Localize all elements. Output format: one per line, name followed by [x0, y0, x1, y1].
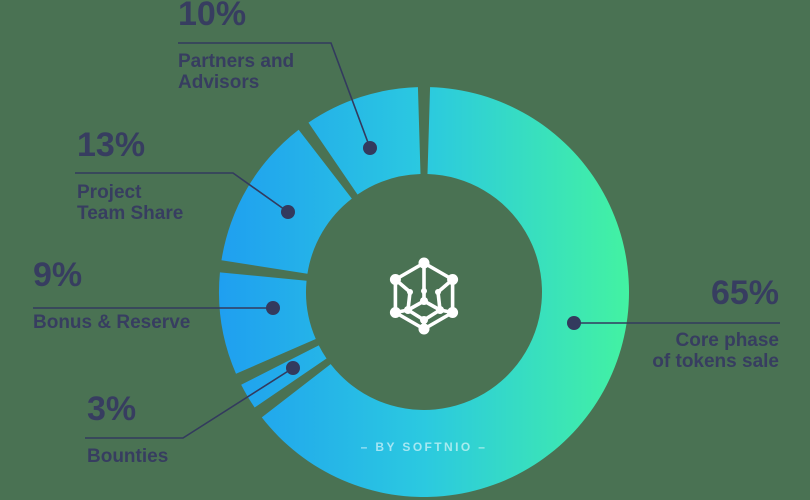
label-core-phase: 65% Core phase of tokens sale — [652, 274, 779, 373]
segment-partners — [308, 87, 421, 195]
hex-network-cube-logo-icon — [389, 257, 459, 335]
segment-team — [221, 129, 352, 274]
leader-line-team — [75, 172, 289, 213]
data-point-partners — [363, 141, 377, 155]
donut-segments — [218, 87, 630, 497]
percent-value: 13% — [77, 126, 146, 164]
leader-line-partners — [178, 42, 371, 149]
percent-value: 10% — [178, 0, 247, 33]
leader-line-bounties — [85, 367, 294, 439]
percent-value: 3% — [87, 390, 137, 428]
data-point-bounties — [286, 361, 300, 375]
data-point-core — [567, 316, 581, 330]
label-project-team-share: 13% Project Team Share — [77, 126, 184, 225]
label-bounties: 3% Bounties — [87, 390, 169, 468]
data-point-team — [281, 205, 295, 219]
percent-value: 9% — [33, 256, 83, 294]
percent-value: 65% — [710, 274, 779, 312]
segment-name: Partners and Advisors — [178, 51, 295, 93]
segment-bounties — [241, 345, 327, 408]
label-bonus-reserve: 9% Bonus & Reserve — [33, 256, 191, 334]
data-point-bonus — [266, 301, 280, 315]
segment-name: Project Team Share — [77, 182, 184, 224]
segment-name: Core phase of tokens sale — [652, 330, 779, 372]
segment-name: Bounties — [87, 446, 169, 467]
segment-bonus — [218, 272, 316, 374]
leader-lines — [33, 42, 780, 439]
label-partners-advisors: 10% Partners and Advisors — [178, 0, 294, 93]
segment-core — [261, 87, 630, 497]
softnio-credit: – BY SOFTNIO – — [360, 440, 488, 454]
segment-name: Bonus & Reserve — [33, 312, 191, 333]
